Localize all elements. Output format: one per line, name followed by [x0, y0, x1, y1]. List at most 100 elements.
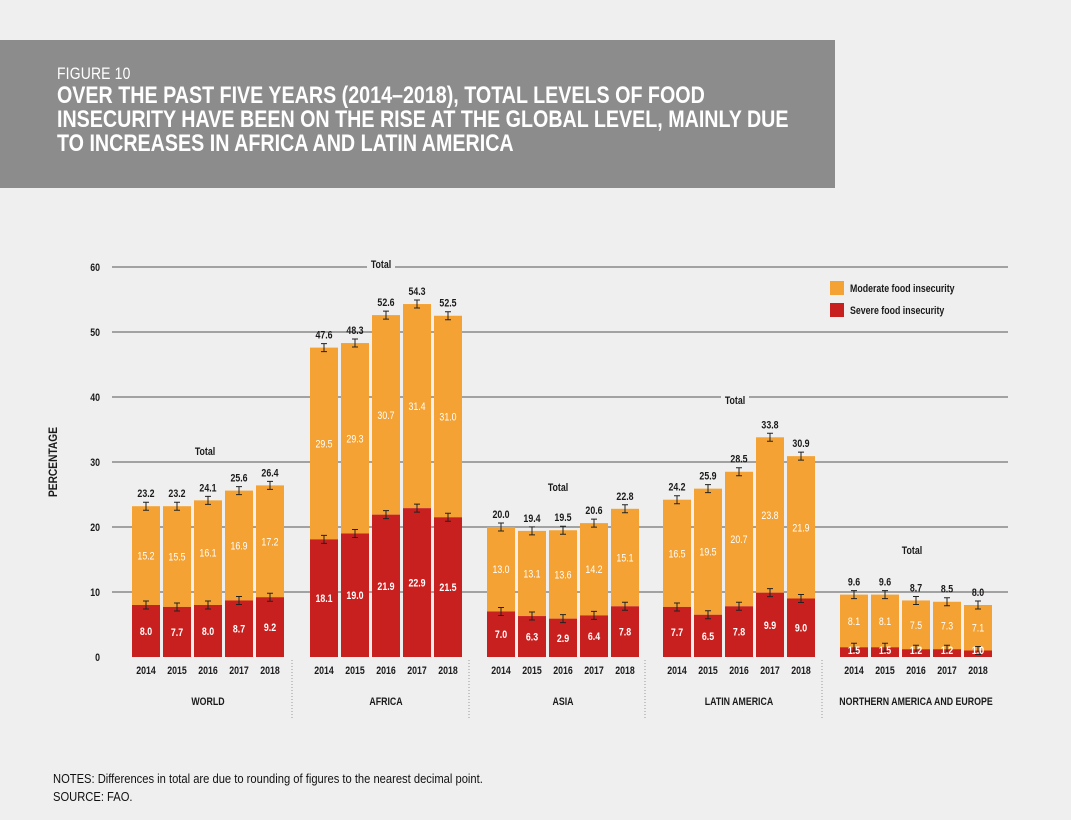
bar-severe	[611, 606, 639, 657]
error-bar	[767, 588, 773, 598]
severe-value-label: 6.5	[702, 631, 715, 643]
error-bar	[560, 614, 566, 624]
moderate-value-label: 16.1	[199, 548, 217, 560]
bar-moderate	[694, 488, 722, 615]
error-bar	[882, 590, 888, 600]
total-value-label: 20.0	[492, 509, 510, 521]
total-value-label: 19.5	[554, 512, 572, 524]
bar-severe	[434, 517, 462, 657]
severe-value-label: 9.9	[764, 620, 777, 632]
year-label: 2018	[615, 665, 635, 677]
legend-swatch	[830, 281, 844, 295]
error-bar	[591, 610, 597, 620]
severe-value-label: 1.2	[910, 645, 923, 657]
total-annotation: Total	[725, 395, 746, 407]
severe-value-label: 1.2	[941, 645, 954, 657]
total-value-label: 33.8	[761, 419, 779, 431]
error-bar	[205, 600, 211, 610]
error-bar	[705, 484, 711, 494]
severe-value-label: 6.3	[526, 632, 539, 644]
moderate-value-label: 29.3	[346, 433, 364, 445]
severe-value-label: 7.7	[671, 627, 684, 639]
moderate-value-label: 16.5	[668, 548, 686, 560]
source-text: SOURCE: FAO.	[53, 789, 133, 804]
error-bar	[205, 495, 211, 505]
moderate-value-label: 13.1	[523, 569, 541, 581]
error-bar	[798, 451, 804, 461]
year-label: 2017	[584, 665, 604, 677]
severe-value-label: 7.8	[733, 627, 746, 639]
bar-severe	[256, 597, 284, 657]
bar-moderate	[225, 490, 253, 601]
error-bar	[321, 343, 327, 353]
severe-value-label: 21.9	[377, 581, 395, 593]
error-bar	[674, 602, 680, 612]
year-label: 2015	[522, 665, 542, 677]
moderate-value-label: 15.2	[137, 551, 155, 563]
severe-value-label: 8.0	[202, 626, 215, 638]
bar-moderate	[434, 315, 462, 518]
error-bar	[736, 467, 742, 477]
year-label: 2015	[875, 665, 895, 677]
error-bar	[798, 594, 804, 603]
bar-severe	[403, 508, 431, 657]
error-bar	[851, 642, 857, 652]
y-tick-label: 0	[95, 652, 100, 664]
error-bar	[143, 600, 149, 610]
bar-severe	[310, 539, 338, 657]
group-label: WORLD	[191, 696, 224, 708]
year-label: 2014	[491, 665, 511, 677]
bar-moderate	[756, 437, 784, 593]
y-tick-label: 60	[90, 262, 100, 274]
total-value-label: 28.5	[730, 454, 748, 466]
total-value-label: 26.4	[261, 468, 279, 480]
year-label: 2018	[968, 665, 988, 677]
total-annotation: Total	[195, 446, 216, 458]
error-bar	[383, 510, 389, 520]
figure-title: OVER THE PAST FIVE YEARS (2014–2018), TO…	[57, 82, 789, 157]
bar-moderate	[787, 456, 815, 599]
moderate-value-label: 21.9	[792, 522, 810, 534]
total-value-label: 8.5	[941, 584, 954, 596]
bar-moderate	[341, 343, 369, 534]
figure-label: FIGURE 10	[57, 64, 131, 83]
moderate-value-label: 7.3	[941, 621, 954, 633]
group-label: AFRICA	[369, 696, 402, 708]
total-annotation: Total	[902, 545, 923, 557]
total-value-label: 23.2	[137, 488, 155, 500]
error-bar	[529, 611, 535, 621]
total-value-label: 9.6	[879, 577, 892, 589]
error-bar	[445, 512, 451, 522]
severe-value-label: 18.1	[315, 593, 333, 605]
bar-severe	[372, 514, 400, 657]
figure-notes: NOTES: Differences in total are due to r…	[53, 770, 483, 806]
total-annotation: Total	[548, 482, 569, 494]
moderate-value-label: 16.9	[230, 541, 248, 553]
error-bar	[498, 607, 504, 616]
total-annotation-bg	[721, 394, 749, 408]
y-tick-label: 10	[90, 587, 100, 599]
total-value-label: 52.6	[377, 297, 395, 309]
bar-moderate	[964, 605, 992, 651]
year-label: 2015	[698, 665, 718, 677]
bar-severe	[840, 647, 868, 657]
year-label: 2014	[844, 665, 864, 677]
severe-value-label: 1.0	[972, 645, 985, 657]
bar-severe	[787, 598, 815, 657]
bar-moderate	[549, 530, 577, 619]
error-bar	[944, 597, 950, 607]
severe-value-label: 22.9	[408, 578, 426, 590]
error-bar	[591, 518, 597, 528]
moderate-value-label: 31.4	[408, 401, 426, 413]
error-bar	[352, 529, 358, 538]
year-label: 2016	[198, 665, 218, 677]
error-bar	[445, 311, 451, 321]
error-bar	[975, 646, 981, 655]
y-tick-label: 50	[90, 327, 100, 339]
year-label: 2018	[791, 665, 811, 677]
bar-moderate	[132, 506, 160, 605]
y-tick-label: 40	[90, 392, 100, 404]
error-bar	[236, 595, 242, 605]
bar-moderate	[487, 527, 515, 612]
